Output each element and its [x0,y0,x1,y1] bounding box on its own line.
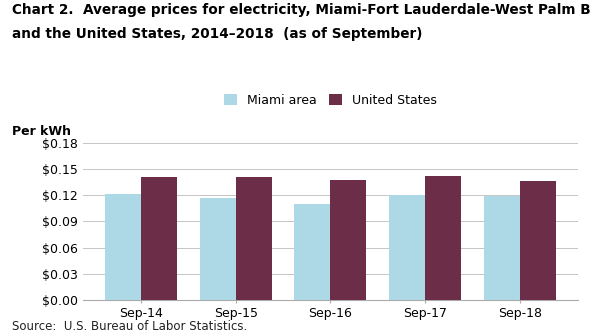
Bar [425,176,461,300]
Bar [141,177,177,300]
Bar [389,195,425,300]
Bar [200,198,236,300]
Bar [484,196,520,300]
Bar [294,204,330,300]
Legend: Miami area, United States: Miami area, United States [221,90,440,111]
Bar [236,177,272,300]
Bar [330,180,366,300]
Text: and the United States, 2014–2018  (as of September): and the United States, 2014–2018 (as of … [12,27,422,41]
Text: Chart 2.  Average prices for electricity, Miami-Fort Lauderdale-West Palm Beach: Chart 2. Average prices for electricity,… [12,3,590,17]
Text: Source:  U.S. Bureau of Labor Statistics.: Source: U.S. Bureau of Labor Statistics. [12,320,247,333]
Bar [520,181,556,300]
Bar [105,194,141,300]
Text: Per kWh: Per kWh [12,125,71,138]
